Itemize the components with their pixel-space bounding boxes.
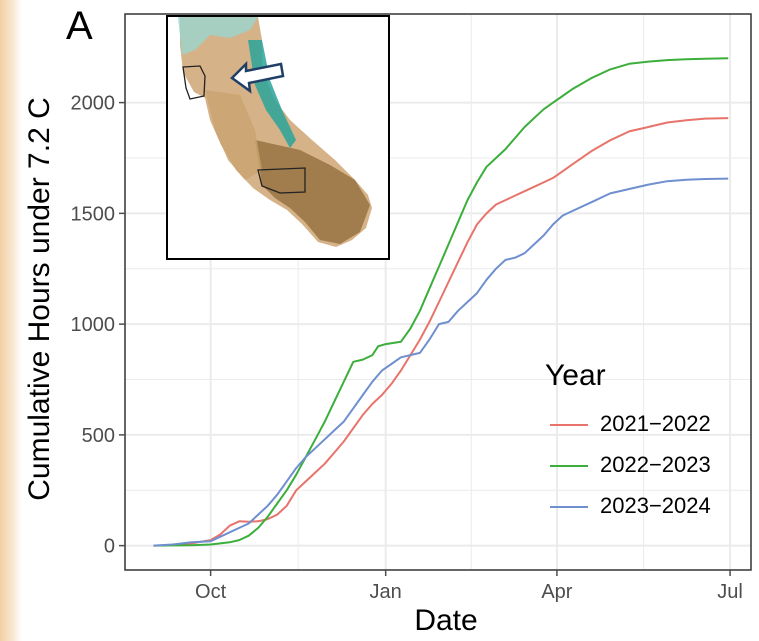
series-line-2022-2023: [153, 57, 729, 547]
legend: [550, 424, 588, 508]
x-axis-label: Date: [414, 604, 478, 637]
x-tick-label: Apr: [541, 581, 572, 603]
legend-label-2022-2023: 2022−2023: [600, 452, 711, 477]
series-line-2021-2022: [153, 117, 729, 547]
left-edge-tint: [0, 0, 22, 641]
panel-label: A: [66, 4, 93, 48]
y-axis-label: Cumulative Hours under 7.2 C: [23, 97, 56, 501]
x-tick-label: Oct: [195, 581, 227, 603]
y-tick-label: 500: [82, 425, 115, 447]
axes-layer: 0 500 1000 1500 2000 Oct Jan Apr Jul: [71, 13, 752, 603]
plot-border: [124, 13, 752, 571]
legend-label-2021-2022: 2021−2022: [600, 411, 711, 436]
north-coast-shading: [178, 17, 258, 55]
legend-label-2023-2024: 2023−2024: [600, 493, 711, 518]
y-tick-label: 2000: [71, 93, 116, 115]
y-tick-label: 0: [104, 536, 115, 558]
legend-title: Year: [545, 359, 606, 392]
x-tick-label: Jul: [717, 581, 743, 603]
outlined-arrow-icon: [230, 60, 285, 94]
series-line-2023-2024: [153, 177, 729, 547]
series-layer: [153, 57, 729, 547]
county-outline-south: [257, 167, 306, 194]
mountain-shading: [255, 140, 370, 244]
valley-shading: [205, 90, 262, 180]
inset-map: [166, 15, 390, 260]
grid-layer: [125, 14, 751, 570]
y-tick-label: 1000: [71, 314, 116, 336]
y-tick-label: 1500: [71, 203, 116, 225]
x-tick-label: Jan: [370, 581, 402, 603]
county-outline-north: [182, 65, 206, 100]
